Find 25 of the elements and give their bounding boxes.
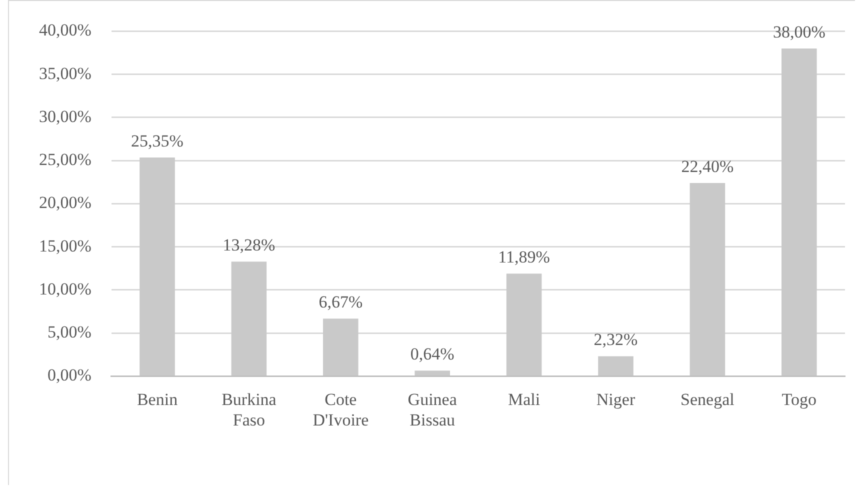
- data-label: 2,32%: [594, 330, 638, 350]
- data-label: 13,28%: [222, 236, 276, 255]
- data-label: 38,00%: [772, 22, 826, 42]
- y-tick-label: 10,00%: [38, 279, 92, 298]
- y-tick-label: 15,00%: [38, 236, 92, 256]
- x-tick-label: Togo: [782, 390, 816, 409]
- y-tick-label: 0,00%: [47, 366, 92, 385]
- y-tick-label: 5,00%: [47, 322, 92, 342]
- x-tick-label: Niger: [596, 390, 636, 409]
- data-label: 11,89%: [498, 248, 550, 267]
- x-tick-label: Senegal: [680, 390, 735, 409]
- y-tick-label: 40,00%: [38, 20, 92, 40]
- data-label: 0,64%: [410, 344, 454, 364]
- y-tick-label: 30,00%: [38, 106, 92, 126]
- x-tick-label: Benin: [136, 390, 178, 409]
- x-tick-label: Cote D'Ivoire: [312, 390, 369, 430]
- data-label: 25,35%: [131, 132, 184, 151]
- x-tick-label: Mali: [508, 390, 540, 409]
- x-tick-label: Burkina Faso: [222, 390, 277, 430]
- y-tick-label: 20,00%: [38, 193, 92, 212]
- y-tick-label: 35,00%: [38, 64, 92, 83]
- y-tick-label: 25,00%: [38, 150, 92, 170]
- x-tick-label: Guinea Bissau: [408, 390, 458, 430]
- data-label: 22,40%: [681, 156, 734, 176]
- data-label: 6,67%: [318, 292, 363, 312]
